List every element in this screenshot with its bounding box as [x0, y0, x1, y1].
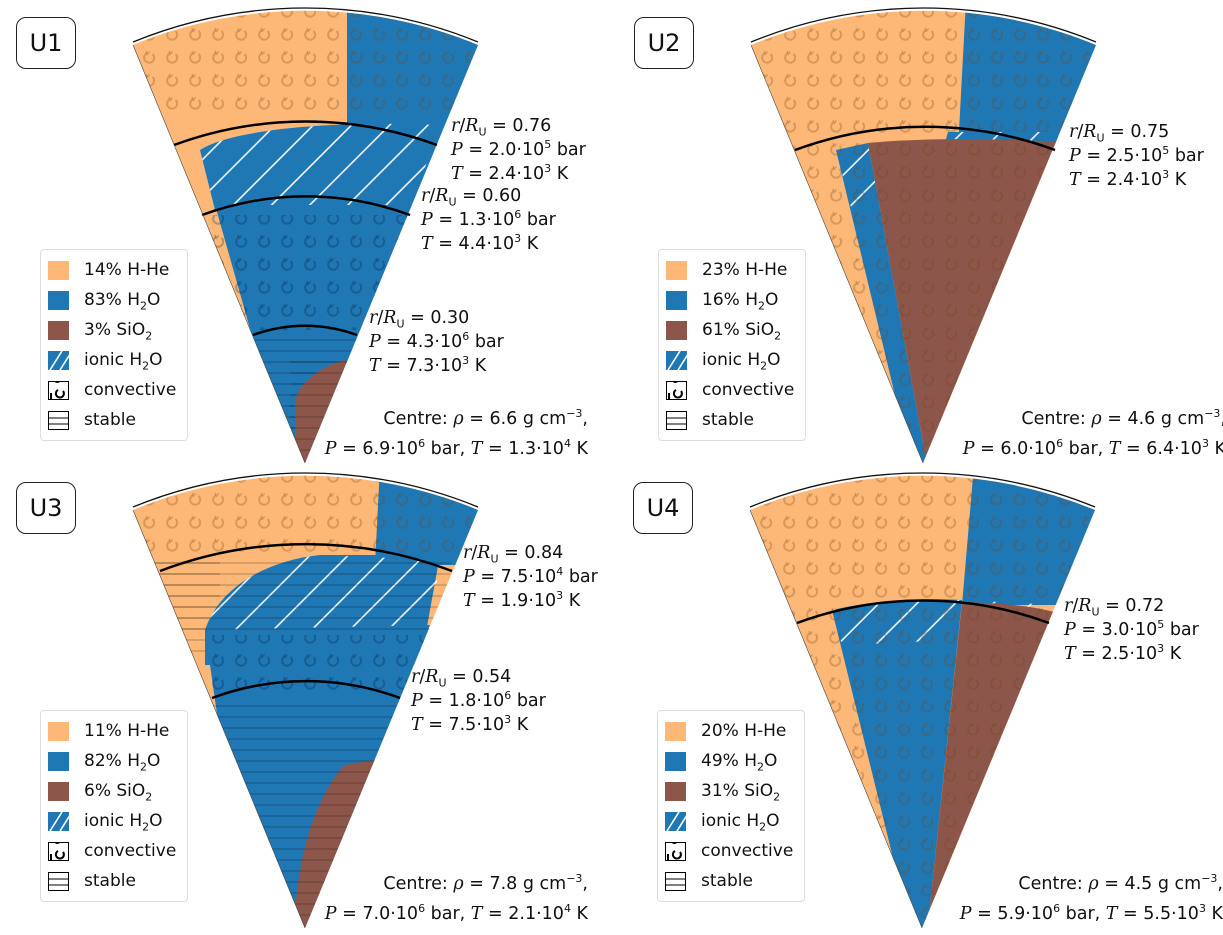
- boundary-annotation-0: r/RU = 0.75 P = 2.5·105 bar T = 2.4·103 …: [1069, 122, 1204, 190]
- boundary-arc-2: [252, 324, 358, 337]
- panel-label: U3: [16, 482, 76, 534]
- stable-pattern-icon: [48, 871, 69, 891]
- stable-pattern-icon: [665, 871, 686, 891]
- centre-annotation: Centre: ρ = 4.6 g cm−3, P = 6.0·106 bar,…: [962, 407, 1223, 459]
- stable-pattern-icon: [48, 410, 69, 430]
- legend: 11% H-He 82% H2O 6% SiO2 ionic H2O conve…: [40, 710, 188, 902]
- hhe-swatch: [666, 260, 687, 280]
- pattern-ionic-u1: [200, 123, 440, 210]
- centre-annotation: Centre: ρ = 6.6 g cm−3, P = 6.9·106 bar,…: [324, 407, 588, 459]
- boundary-arc-0: [794, 125, 1056, 152]
- panel-u1: U1 r/RU = 0.76 P = 2.0·105 bar T = 2.4·1…: [0, 0, 612, 467]
- convective-pattern-icon: [665, 841, 686, 861]
- boundary-annotation-1: r/RU = 0.60 P = 1.3·106 bar T = 4.4·103 …: [421, 186, 556, 254]
- legend-item-hhe: 14% H-He: [41, 255, 187, 285]
- legend-item-h2o: 49% H2O: [658, 746, 804, 776]
- sio2-swatch: [665, 781, 686, 801]
- legend: 23% H-He 16% H2O 61% SiO2 ionic H2O conv…: [658, 249, 806, 441]
- boundary-arc-0: [796, 599, 1050, 625]
- sio2-swatch: [666, 320, 687, 340]
- convective-pattern-icon: [48, 841, 69, 861]
- panel-u2: U2 r/RU = 0.75 P = 2.5·105 bar T = 2.4·1…: [618, 0, 1223, 467]
- legend-item-stable: stable: [41, 866, 187, 896]
- legend-item-sio2: 61% SiO2: [659, 315, 805, 345]
- boundary-arc-0: [159, 542, 453, 573]
- panel-u4: U4 r/RU = 0.72 P = 3.0·105 bar T = 2.5·1…: [617, 465, 1223, 932]
- surface-arc: [132, 472, 479, 508]
- h2o-swatch: [666, 290, 687, 310]
- stable-pattern-icon: [666, 410, 687, 430]
- hhe-swatch: [48, 260, 69, 280]
- legend-item-h2o: 16% H2O: [659, 285, 805, 315]
- surface-arc: [750, 7, 1097, 43]
- sio2-swatch: [48, 781, 69, 801]
- legend-item-h2o: 82% H2O: [41, 746, 187, 776]
- boundary-annotation-0: r/RU = 0.72 P = 3.0·105 bar T = 2.5·103 …: [1064, 596, 1199, 664]
- pattern-convective-outer: [751, 10, 1096, 140]
- convective-pattern-icon: [666, 380, 687, 400]
- h2o-swatch: [48, 290, 69, 310]
- legend-item-convective: convective: [41, 375, 187, 405]
- surface-arc: [132, 7, 479, 43]
- legend-item-ionic: ionic H2O: [659, 345, 805, 375]
- panel-u3: U3 r/RU = 0.84 P = 7.5·104 bar T = 1.9·1…: [0, 465, 612, 932]
- pattern-stable-upper: [133, 555, 450, 635]
- pattern-convective-outer: [133, 10, 478, 118]
- panel-label: U4: [633, 482, 693, 534]
- boundary-arc-1: [201, 195, 411, 217]
- boundary-arc-1: [211, 679, 401, 700]
- panel-label: U2: [634, 17, 694, 69]
- interior-wedge-u2: [750, 7, 1097, 464]
- convective-pattern-icon: [48, 380, 69, 400]
- sio2-swatch: [48, 320, 69, 340]
- legend-item-convective: convective: [659, 375, 805, 405]
- panel-label: U1: [16, 17, 76, 69]
- legend-item-stable: stable: [659, 405, 805, 435]
- legend-item-ionic: ionic H2O: [41, 345, 187, 375]
- boundary-arc-0: [173, 120, 438, 147]
- interior-wedge-u4: [749, 472, 1096, 929]
- ionic-hatch-icon: [665, 811, 686, 831]
- legend-item-sio2: 31% SiO2: [658, 776, 804, 806]
- legend-item-stable: stable: [41, 405, 187, 435]
- legend-item-ionic: ionic H2O: [658, 806, 804, 836]
- boundary-annotation-0: r/RU = 0.84 P = 7.5·104 bar T = 1.9·103 …: [463, 543, 598, 611]
- legend-item-stable: stable: [658, 866, 804, 896]
- surface-arc: [749, 472, 1096, 508]
- h2o-swatch: [48, 751, 69, 771]
- legend-item-h2o: 83% H2O: [41, 285, 187, 315]
- ionic-hatch-icon: [48, 811, 69, 831]
- legend-item-sio2: 6% SiO2: [41, 776, 187, 806]
- centre-annotation: Centre: ρ = 7.8 g cm−3, P = 7.0·106 bar,…: [324, 872, 588, 924]
- ionic-hatch-icon: [666, 350, 687, 370]
- interior-wedge-u3: [132, 472, 479, 929]
- legend: 20% H-He 49% H2O 31% SiO2 ionic H2O conv…: [657, 710, 805, 902]
- ionic-hatch-icon: [48, 350, 69, 370]
- legend-item-convective: convective: [658, 836, 804, 866]
- legend-item-hhe: 23% H-He: [659, 255, 805, 285]
- legend-item-hhe: 11% H-He: [41, 716, 187, 746]
- legend-item-hhe: 20% H-He: [658, 716, 804, 746]
- h2o-swatch: [665, 751, 686, 771]
- boundary-annotation-0: r/RU = 0.76 P = 2.0·105 bar T = 2.4·103 …: [451, 116, 586, 184]
- boundary-annotation-2: r/RU = 0.30 P = 4.3·106 bar T = 7.3·103 …: [369, 308, 504, 376]
- legend: 14% H-He 83% H2O 3% SiO2 ionic H2O conve…: [40, 249, 188, 441]
- boundary-annotation-1: r/RU = 0.54 P = 1.8·106 bar T = 7.5·103 …: [411, 667, 546, 735]
- hhe-swatch: [48, 721, 69, 741]
- hhe-swatch: [665, 721, 686, 741]
- legend-item-convective: convective: [41, 836, 187, 866]
- centre-annotation: Centre: ρ = 4.5 g cm−3, P = 5.9·106 bar,…: [959, 872, 1223, 924]
- legend-item-ionic: ionic H2O: [41, 806, 187, 836]
- legend-item-sio2: 3% SiO2: [41, 315, 187, 345]
